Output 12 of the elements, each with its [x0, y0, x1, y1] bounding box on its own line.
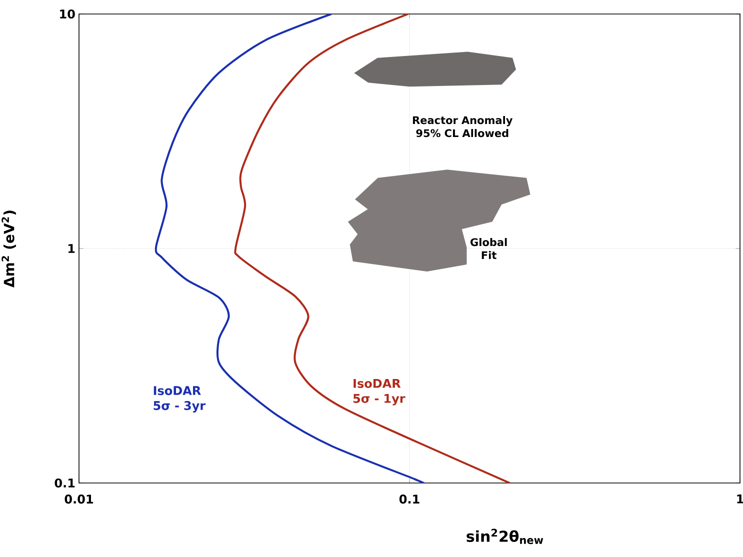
- x-axis-title: sin$^{2}$2θ$_{new}$: [466, 528, 544, 544]
- annotation: Reactor Anomaly 95% CL Allowed: [412, 116, 513, 138]
- annotation: Global Fit: [470, 238, 507, 259]
- y-axis-title: Δm$^{2}$ (eV$^{2}$): [2, 210, 16, 288]
- y-tick-label: 10: [60, 9, 75, 19]
- y-tick-label: 1: [68, 244, 75, 253]
- text: IsoDAR 5σ - 3yr: [154, 386, 206, 413]
- x-tick-label: 1: [737, 494, 743, 504]
- x-tick-label: 0.1: [399, 494, 420, 504]
- series-label: IsoDAR 5σ - 1yr: [353, 379, 406, 406]
- x-tick-label: 0.01: [64, 494, 93, 504]
- y-tick-label: 0.1: [54, 478, 75, 488]
